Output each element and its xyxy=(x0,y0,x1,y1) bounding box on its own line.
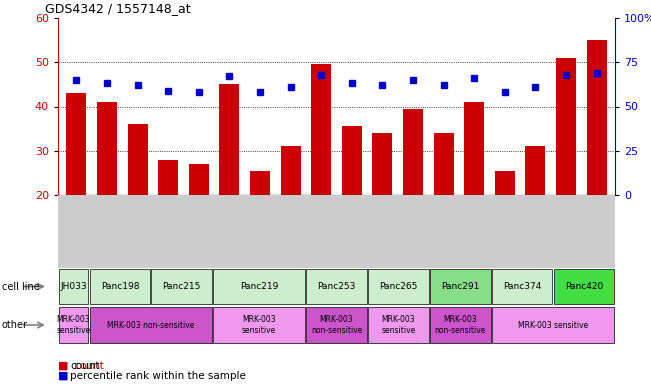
Text: Panc253: Panc253 xyxy=(317,282,355,291)
Text: GSM924988: GSM924988 xyxy=(562,199,570,249)
Text: MRK-003
sensitive: MRK-003 sensitive xyxy=(381,315,415,335)
Text: GSM924990: GSM924990 xyxy=(286,199,295,249)
Text: MRK-003
non-sensitive: MRK-003 non-sensitive xyxy=(311,315,362,335)
Bar xyxy=(342,126,362,195)
Bar xyxy=(403,109,423,195)
Bar xyxy=(311,65,331,195)
Text: GSM924978: GSM924978 xyxy=(378,199,387,249)
Bar xyxy=(250,170,270,195)
Text: GSM924983: GSM924983 xyxy=(470,199,478,249)
Text: GSM924984: GSM924984 xyxy=(531,199,540,249)
Text: GSM924987: GSM924987 xyxy=(133,199,142,249)
Text: Panc215: Panc215 xyxy=(163,282,201,291)
Text: GSM924995: GSM924995 xyxy=(163,199,173,249)
Bar xyxy=(66,93,87,195)
Bar xyxy=(525,146,546,195)
Bar xyxy=(495,170,515,195)
Text: ■: ■ xyxy=(58,361,68,371)
Bar xyxy=(97,102,117,195)
Bar xyxy=(59,270,89,303)
Text: cell line: cell line xyxy=(2,281,40,291)
Text: GSM924982: GSM924982 xyxy=(347,199,356,249)
Text: MRK-003 sensitive: MRK-003 sensitive xyxy=(518,321,589,329)
Text: MRK-003
non-sensitive: MRK-003 non-sensitive xyxy=(435,315,486,335)
Bar xyxy=(306,270,367,303)
Bar xyxy=(368,270,429,303)
Text: GSM924992: GSM924992 xyxy=(102,199,111,249)
Text: JH033: JH033 xyxy=(60,282,87,291)
Bar xyxy=(430,270,491,303)
Text: GSM924989: GSM924989 xyxy=(255,199,264,249)
Text: GSM924986: GSM924986 xyxy=(72,199,81,249)
Text: Panc219: Panc219 xyxy=(240,282,279,291)
Text: GSM924994: GSM924994 xyxy=(409,199,417,249)
Bar xyxy=(306,306,367,343)
Bar xyxy=(464,102,484,195)
Text: count: count xyxy=(70,361,100,371)
Text: percentile rank within the sample: percentile rank within the sample xyxy=(70,371,246,381)
Text: GDS4342 / 1557148_at: GDS4342 / 1557148_at xyxy=(45,2,191,15)
Text: GSM924991: GSM924991 xyxy=(225,199,234,249)
Text: Panc374: Panc374 xyxy=(503,282,542,291)
Text: GSM924980: GSM924980 xyxy=(439,199,448,249)
Text: GSM924979: GSM924979 xyxy=(316,199,326,249)
Bar xyxy=(158,160,178,195)
Bar xyxy=(214,270,305,303)
Bar xyxy=(90,270,150,303)
Bar xyxy=(434,133,454,195)
Bar xyxy=(90,306,212,343)
Bar xyxy=(492,270,553,303)
Bar xyxy=(128,124,148,195)
Bar xyxy=(219,84,240,195)
Text: Panc198: Panc198 xyxy=(101,282,139,291)
Bar xyxy=(372,133,393,195)
Bar xyxy=(430,306,491,343)
Text: MRK-003
sensitive: MRK-003 sensitive xyxy=(242,315,276,335)
Text: ■: ■ xyxy=(58,371,68,381)
Bar xyxy=(152,270,212,303)
Bar xyxy=(492,306,615,343)
Text: Panc291: Panc291 xyxy=(441,282,480,291)
Bar xyxy=(587,40,607,195)
Text: Panc265: Panc265 xyxy=(379,282,417,291)
Bar xyxy=(368,306,429,343)
Bar xyxy=(214,306,305,343)
Text: GSM924993: GSM924993 xyxy=(592,199,601,249)
Bar xyxy=(281,146,301,195)
Bar xyxy=(189,164,209,195)
Bar xyxy=(554,270,615,303)
Text: GSM924981: GSM924981 xyxy=(501,199,509,249)
Text: MRK-003 non-sensitive: MRK-003 non-sensitive xyxy=(107,321,195,329)
Text: ■  count: ■ count xyxy=(58,361,104,371)
Bar xyxy=(59,306,89,343)
Text: MRK-003
sensitive: MRK-003 sensitive xyxy=(57,315,90,335)
Text: GSM924985: GSM924985 xyxy=(194,199,203,249)
Text: Panc420: Panc420 xyxy=(565,282,603,291)
Text: other: other xyxy=(2,320,28,330)
Bar xyxy=(556,58,576,195)
